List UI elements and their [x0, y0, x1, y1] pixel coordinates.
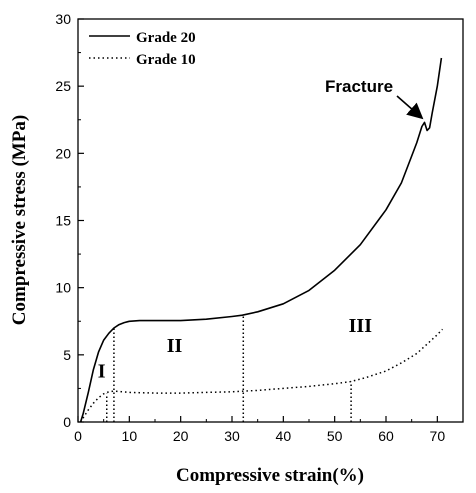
x-tick-label: 10	[122, 428, 138, 444]
fracture-arrow	[396, 95, 424, 120]
fracture-label: Fracture	[325, 77, 393, 96]
data-series	[79, 57, 444, 423]
plot-frame	[77, 18, 464, 423]
y-tick-label: 20	[55, 145, 71, 161]
y-tick-label: 0	[63, 414, 71, 430]
region-label: III	[349, 315, 373, 337]
series-line-grade-10	[79, 328, 444, 423]
legend: Grade 20 Grade 10	[89, 30, 196, 68]
y-axis-ticks: 0 5 10 15 20 25 30	[55, 11, 84, 430]
fracture-annotation: Fracture	[325, 77, 424, 120]
y-axis-title: Compressive stress (MPa)	[9, 115, 30, 325]
y-tick-label: 5	[63, 347, 71, 363]
legend-label-grade-20: Grade 20	[136, 30, 196, 46]
x-tick-label: 0	[74, 428, 82, 444]
region-label: I	[98, 361, 106, 383]
y-tick-label: 25	[55, 78, 71, 94]
y-tick-label: 15	[55, 213, 71, 229]
x-tick-label: 60	[378, 428, 394, 444]
region-dividers	[105, 315, 352, 422]
series-line-grade-20	[79, 57, 443, 423]
legend-label-grade-10: Grade 10	[136, 52, 196, 68]
y-tick-label: 10	[55, 280, 71, 296]
region-label: II	[167, 335, 183, 357]
x-tick-label: 40	[276, 428, 292, 444]
x-tick-label: 30	[224, 428, 240, 444]
x-tick-label: 70	[430, 428, 446, 444]
x-tick-label: 20	[173, 428, 189, 444]
x-axis-ticks: 0 10 20 30 40 50 60 70	[74, 416, 445, 444]
x-axis-title: Compressive strain(%)	[176, 465, 364, 486]
x-tick-label: 50	[327, 428, 343, 444]
y-tick-label: 30	[55, 11, 71, 27]
